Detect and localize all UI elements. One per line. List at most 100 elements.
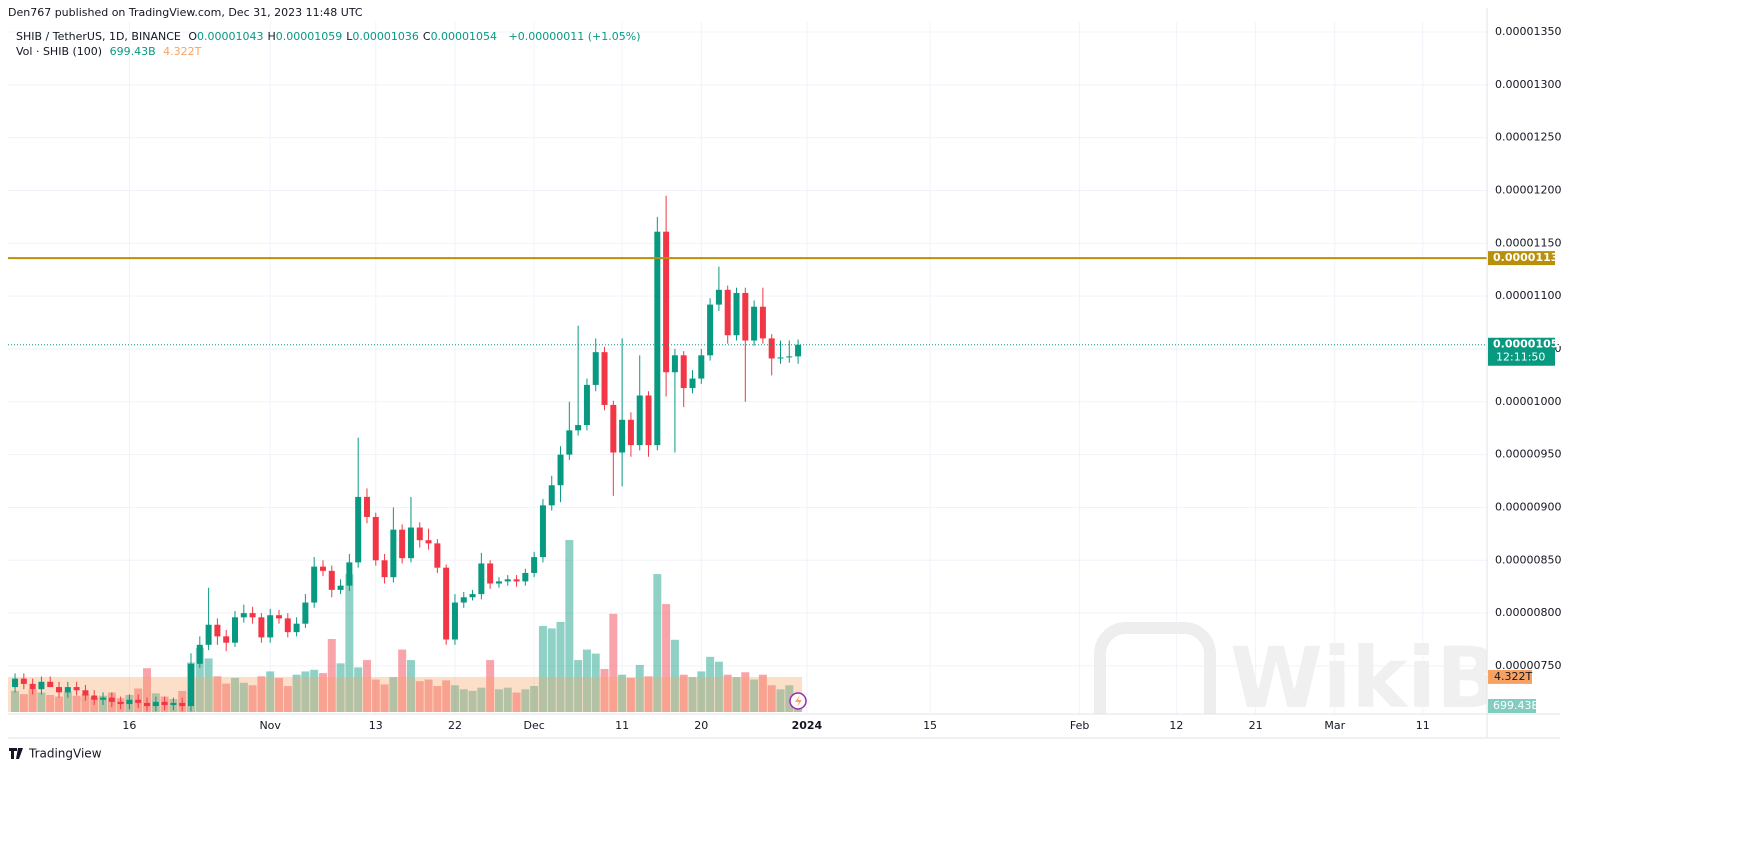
candle-body (91, 695, 98, 700)
last-price-label: 0.00001054 (1493, 338, 1566, 351)
x-tick-label: 11 (1416, 719, 1430, 732)
candle-body (663, 231, 670, 373)
candle-body (363, 496, 370, 517)
x-tick-label: 20 (694, 719, 708, 732)
candle-body (56, 687, 63, 693)
y-tick-label: 0.00000950 (1495, 448, 1561, 461)
volume-bar (679, 674, 688, 712)
x-tick-label: 22 (448, 719, 462, 732)
candle-body (777, 357, 784, 359)
candle-body (293, 623, 300, 633)
volume-bar (662, 604, 671, 712)
volume-bar (222, 683, 231, 712)
volume-bar (371, 679, 380, 712)
volume-bar (292, 674, 301, 712)
volume-bar (538, 626, 547, 712)
candle-body (152, 701, 159, 707)
volume-bar (37, 692, 46, 712)
candle-body (751, 306, 758, 341)
legend-main: SHIB / TetherUS, 1D, BINANCE O0.00001043… (16, 30, 645, 43)
volume-bar (406, 660, 415, 712)
volume-bar (72, 695, 81, 712)
watermark: WikiBit (1230, 629, 1569, 727)
candle-body (346, 562, 353, 586)
y-tick-label: 0.00001150 (1495, 236, 1561, 249)
x-tick-label: 12 (1169, 719, 1183, 732)
volume-bar (450, 685, 459, 712)
candle-body (135, 699, 142, 703)
volume-bar (767, 685, 776, 712)
y-tick-label: 0.00001250 (1495, 131, 1561, 144)
logo-mark (9, 748, 23, 759)
candle-body (319, 566, 326, 571)
volume-bar (81, 694, 90, 712)
y-tick-label: 0.00001100 (1495, 289, 1561, 302)
volume-bar (310, 669, 319, 712)
candle-body (460, 597, 467, 603)
volume-bar (732, 677, 741, 712)
level-label: 0.00001136 (1493, 251, 1566, 264)
candle-body (742, 292, 749, 341)
x-tick-label: Dec (523, 719, 544, 732)
volume-bar (213, 676, 222, 712)
volume-bar (626, 677, 635, 712)
volume-bar (283, 686, 292, 712)
candle-body (231, 617, 238, 643)
volume-bar (230, 677, 239, 712)
candle-body (671, 355, 678, 373)
candle-body (205, 624, 212, 645)
legend-volume: Vol · SHIB (100) 699.43B 4.322T (16, 45, 205, 58)
volume-bar (28, 689, 37, 712)
candle-body (100, 697, 107, 700)
volume-bar (204, 658, 213, 712)
candle-body (311, 566, 318, 603)
candles (8, 195, 1487, 712)
volume-ma: 4.322T (163, 45, 202, 58)
volume-bar (257, 676, 266, 712)
volume-bar (459, 689, 468, 712)
x-tick-label: 15 (923, 719, 937, 732)
candle-body (328, 570, 335, 590)
volume-bar (266, 671, 275, 712)
volume-bar (318, 673, 327, 712)
x-tick-label: 11 (615, 719, 629, 732)
volume-bar (433, 686, 442, 712)
volume-tag (1488, 699, 1536, 713)
volume-bar (354, 667, 363, 712)
volume-bar (750, 679, 759, 712)
candle-body (759, 306, 766, 339)
ohlc-key: L (346, 30, 353, 43)
candle-body (495, 581, 502, 584)
volume-bar (19, 694, 28, 712)
grid (8, 22, 1487, 714)
ohlc-value: 0.00001043 (197, 30, 264, 43)
candle-body (381, 560, 388, 578)
y-tick-label: 0.00001200 (1495, 183, 1561, 196)
x-tick-label: Nov (259, 719, 281, 732)
volume-value: 699.43B (109, 45, 156, 58)
watermark-logo (1094, 622, 1216, 714)
candle-body (619, 419, 626, 453)
candle-body (610, 404, 617, 453)
y-tick-label: 0.00001000 (1495, 395, 1561, 408)
volume-bar (494, 689, 503, 712)
candle-body (689, 378, 696, 389)
x-tick-label: 13 (369, 719, 383, 732)
volume-bar (477, 687, 486, 712)
candle-body (302, 602, 309, 624)
candle-body (575, 425, 582, 431)
candle-body (636, 395, 643, 446)
x-tick-label: 21 (1249, 719, 1263, 732)
candle-body (531, 557, 538, 573)
ohlc-value: 0.00001059 (275, 30, 343, 43)
x-tick-label: Mar (1324, 719, 1345, 732)
y-tick-label: 0.00001300 (1495, 78, 1561, 91)
volume-bar (486, 660, 495, 712)
volume-bar (635, 664, 644, 712)
candle-body (214, 624, 221, 637)
candle-body (768, 338, 775, 359)
volume-bar (591, 653, 600, 712)
volume-bar (55, 696, 64, 712)
